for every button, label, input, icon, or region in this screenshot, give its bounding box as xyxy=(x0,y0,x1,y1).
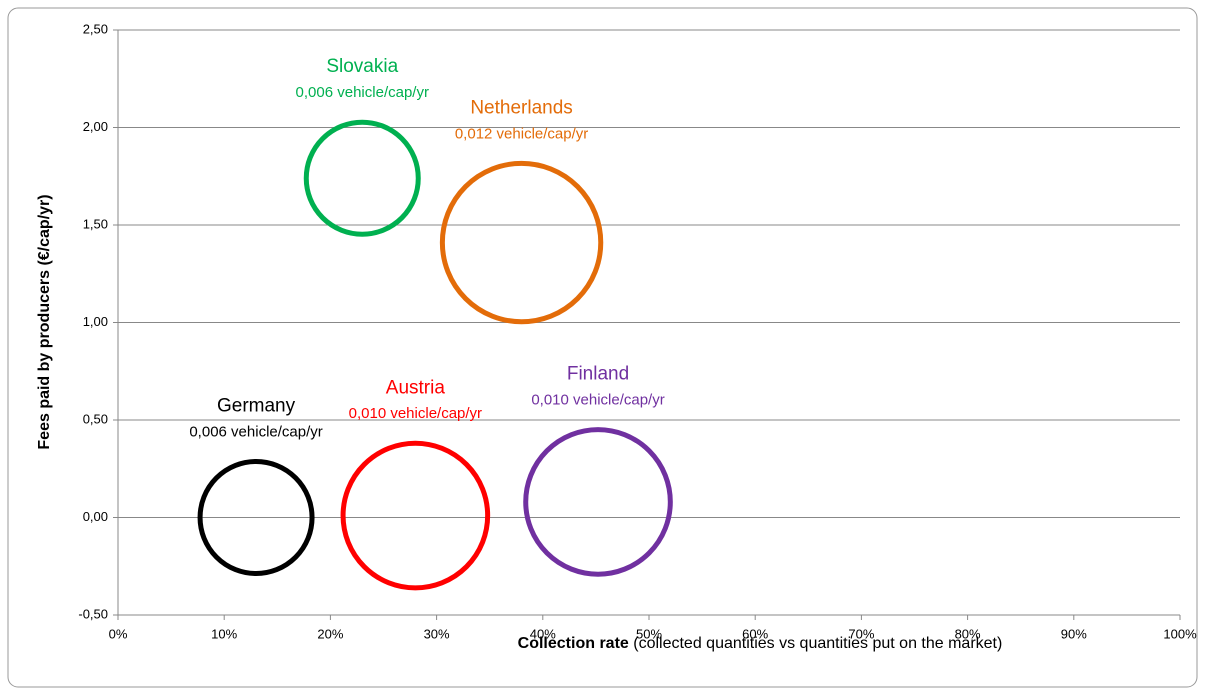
x-tick-label: 100% xyxy=(1163,626,1197,641)
x-tick-label: 20% xyxy=(317,626,343,641)
chart-border xyxy=(7,7,1198,688)
series-name: Germany xyxy=(217,396,296,417)
x-axis-label: Collection rate (collected quantities vs… xyxy=(518,635,1003,652)
y-tick-label: -0,50 xyxy=(78,606,108,621)
y-tick-label: 2,00 xyxy=(83,119,108,134)
y-tick-label: 2,50 xyxy=(83,21,108,36)
x-axis-label-rest: (collected quantities vs quantities put … xyxy=(629,635,1003,652)
y-axis-label: Fees paid by producers (€/cap/yr) xyxy=(36,194,53,449)
size-label: 0,012 vehicle/cap/yr xyxy=(455,125,588,142)
series-name: Netherlands xyxy=(470,97,572,118)
series-name: Slovakia xyxy=(326,56,398,77)
x-tick-label: 10% xyxy=(211,626,237,641)
bubble xyxy=(197,459,315,576)
size-label: 0,006 vehicle/cap/yr xyxy=(296,84,429,101)
size-label: 0,006 vehicle/cap/yr xyxy=(189,423,322,440)
series-name: Finland xyxy=(567,364,629,385)
y-tick-label: 0,50 xyxy=(83,411,108,426)
x-tick-label: 50% xyxy=(636,626,662,641)
y-tick-label: 0,00 xyxy=(83,509,108,524)
x-tick-label: 80% xyxy=(955,626,981,641)
bubble xyxy=(340,440,491,591)
x-tick-label: 90% xyxy=(1061,626,1087,641)
y-tick-label: 1,50 xyxy=(83,216,108,231)
x-tick-label: 30% xyxy=(424,626,450,641)
y-tick-label: 1,00 xyxy=(83,314,108,329)
x-tick-label: 60% xyxy=(742,626,768,641)
size-label: 0,010 vehicle/cap/yr xyxy=(349,405,482,422)
size-label: 0,010 vehicle/cap/yr xyxy=(531,392,664,409)
bubble xyxy=(439,160,604,325)
x-axis-label-bold: Collection rate xyxy=(518,635,629,652)
bubble xyxy=(303,119,421,237)
x-tick-label: 40% xyxy=(530,626,556,641)
bubble xyxy=(523,427,673,577)
x-tick-label: 70% xyxy=(848,626,874,641)
x-tick-label: 0% xyxy=(109,626,128,641)
series-name: Austria xyxy=(386,377,446,398)
